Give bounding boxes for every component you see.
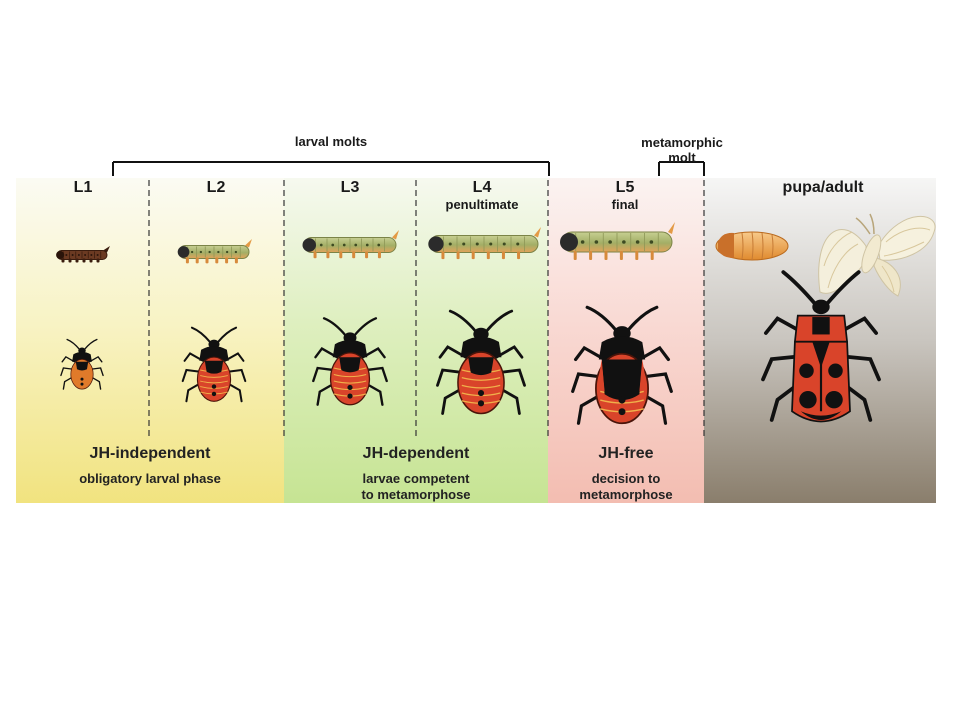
bug-nymph-icon-l4 xyxy=(436,309,526,415)
stage-label-pupa-adult: pupa/adult xyxy=(782,179,864,196)
stage-label-l5: L5 xyxy=(615,179,635,196)
bug-nymph-icon-l1 xyxy=(60,338,104,390)
bug-nymph-icon-l5 xyxy=(571,305,673,425)
caterpillar-icon-l5 xyxy=(560,222,675,260)
caterpillar-icon-l2 xyxy=(177,239,252,264)
bug-nymph-icon-l3 xyxy=(312,317,388,406)
pupa-icon xyxy=(715,231,789,261)
phase-title-jh-dependent: JH-dependent xyxy=(362,445,470,462)
phase-title-jh-free: JH-free xyxy=(598,445,654,462)
moth-icon xyxy=(818,213,936,297)
bug-nymph-icon-l2 xyxy=(181,326,247,403)
phase-title-jh-independent: JH-independent xyxy=(89,445,211,462)
phase-desc-jh-free-line1: decision to xyxy=(591,471,661,486)
phase-desc-jh-free-line2: metamorphose xyxy=(579,487,673,502)
larval-molts-label: larval molts xyxy=(294,134,368,149)
metamorphic-molt-bracket xyxy=(658,161,705,176)
stage-label-l1: L1 xyxy=(73,179,93,196)
stage-label-l3: L3 xyxy=(340,179,360,196)
molt-label: molt xyxy=(668,150,696,165)
phase-desc-jh-independent: obligatory larval phase xyxy=(79,471,221,486)
adult-bug-icon xyxy=(761,270,881,423)
stage-sub-final: final xyxy=(611,197,639,212)
caterpillar-icon-l4 xyxy=(428,227,541,260)
caterpillar-icon-l3 xyxy=(302,230,399,259)
larval-molts-bracket xyxy=(112,161,550,176)
metamorphic-label: metamorphic xyxy=(641,135,723,150)
phase-desc-jh-dependent-line1: larvae competent xyxy=(362,471,470,486)
caterpillar-row xyxy=(56,222,675,264)
stage-label-l2: L2 xyxy=(206,179,226,196)
jh-independent-phase-panel xyxy=(16,178,284,503)
caterpillar-icon-l1 xyxy=(56,246,110,263)
stage-dividers xyxy=(148,180,705,438)
stage-sub-penultimate: penultimate xyxy=(445,197,519,212)
stage-label-l4: L4 xyxy=(472,179,492,196)
bug-row xyxy=(60,305,673,425)
phase-desc-jh-dependent-line2: to metamorphose xyxy=(361,487,471,502)
